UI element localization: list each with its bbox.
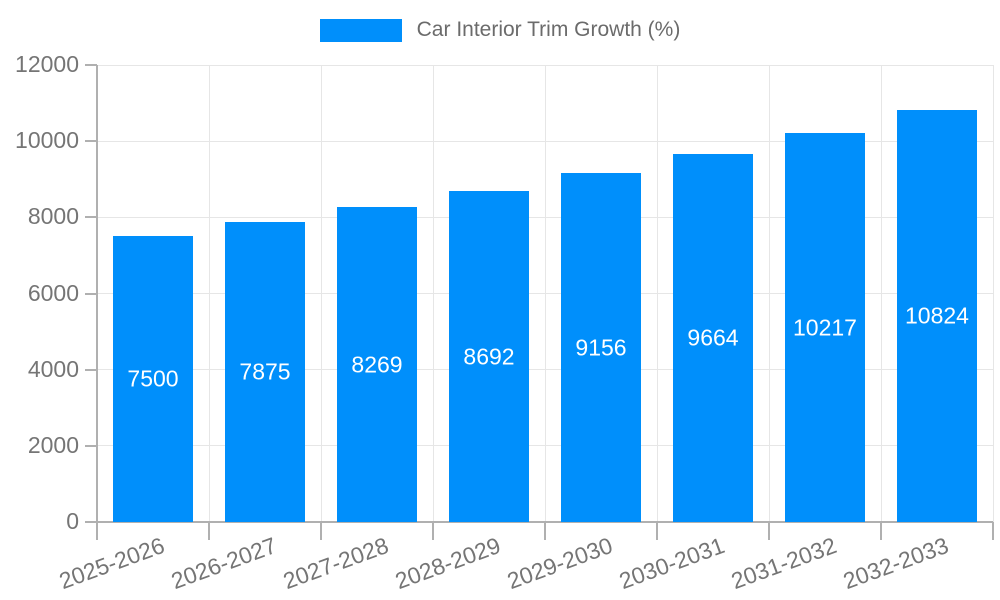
x-gridline (320, 65, 322, 522)
x-tick-mark (208, 522, 210, 540)
x-axis (97, 521, 993, 523)
legend-item[interactable]: Car Interior Trim Growth (%) (0, 18, 1000, 42)
y-tick-mark (85, 521, 97, 523)
x-gridline (208, 65, 210, 522)
x-tick-label: 2025-2026 (55, 532, 168, 595)
bar[interactable] (897, 110, 977, 522)
x-tick-label: 2031-2032 (727, 532, 840, 595)
y-axis (96, 65, 98, 540)
bar[interactable] (449, 191, 529, 522)
y-tick-label: 0 (66, 508, 79, 534)
x-tick-label: 2026-2027 (167, 532, 280, 595)
x-gridline (992, 65, 994, 522)
x-gridline (880, 65, 882, 522)
bar-value-label: 10824 (905, 302, 969, 329)
y-tick-label: 6000 (27, 279, 79, 306)
x-tick-label: 2030-2031 (615, 532, 728, 595)
x-gridline (656, 65, 658, 522)
x-tick-label: 2032-2033 (839, 532, 952, 595)
x-tick-label: 2027-2028 (279, 532, 392, 595)
y-tick-mark (85, 444, 97, 447)
x-tick-mark (768, 522, 770, 540)
y-tick-label: 2000 (27, 431, 79, 458)
x-tick-mark (432, 522, 434, 540)
x-tick-mark (320, 522, 322, 540)
x-tick-mark (992, 522, 994, 540)
y-tick-label: 4000 (27, 355, 79, 382)
x-tick-label: 2028-2029 (391, 532, 504, 595)
bar[interactable] (113, 236, 193, 522)
bar-value-label: 9664 (687, 324, 739, 351)
y-tick-mark (85, 216, 97, 219)
y-tick-mark (85, 64, 97, 66)
x-gridline (544, 65, 546, 522)
legend-swatch-icon (319, 18, 402, 42)
y-tick-label: 10000 (15, 127, 79, 154)
x-gridline (768, 65, 770, 522)
bar[interactable] (785, 133, 865, 522)
bar[interactable] (225, 222, 305, 522)
bar-value-label: 10217 (793, 314, 857, 340)
bar-value-label: 9156 (575, 334, 627, 360)
y-tick-mark (85, 140, 97, 143)
x-tick-label: 2029-2030 (503, 532, 616, 595)
y-tick-mark (85, 292, 97, 295)
bar[interactable] (337, 207, 417, 522)
y-tick-label: 12000 (15, 51, 79, 77)
x-tick-mark (656, 522, 658, 540)
x-tick-mark (544, 522, 546, 540)
bar-value-label: 7500 (127, 365, 179, 392)
bar[interactable] (561, 173, 641, 522)
bar-value-label: 8692 (463, 343, 515, 369)
legend-label: Car Interior Trim Growth (%) (416, 18, 681, 41)
y-tick-label: 8000 (27, 203, 79, 230)
y-tick-mark (85, 368, 97, 371)
bar[interactable] (673, 154, 753, 522)
bar-value-label: 8269 (351, 351, 403, 377)
x-gridline (432, 65, 434, 522)
bar-value-label: 7875 (239, 358, 291, 385)
x-tick-mark (880, 522, 882, 540)
